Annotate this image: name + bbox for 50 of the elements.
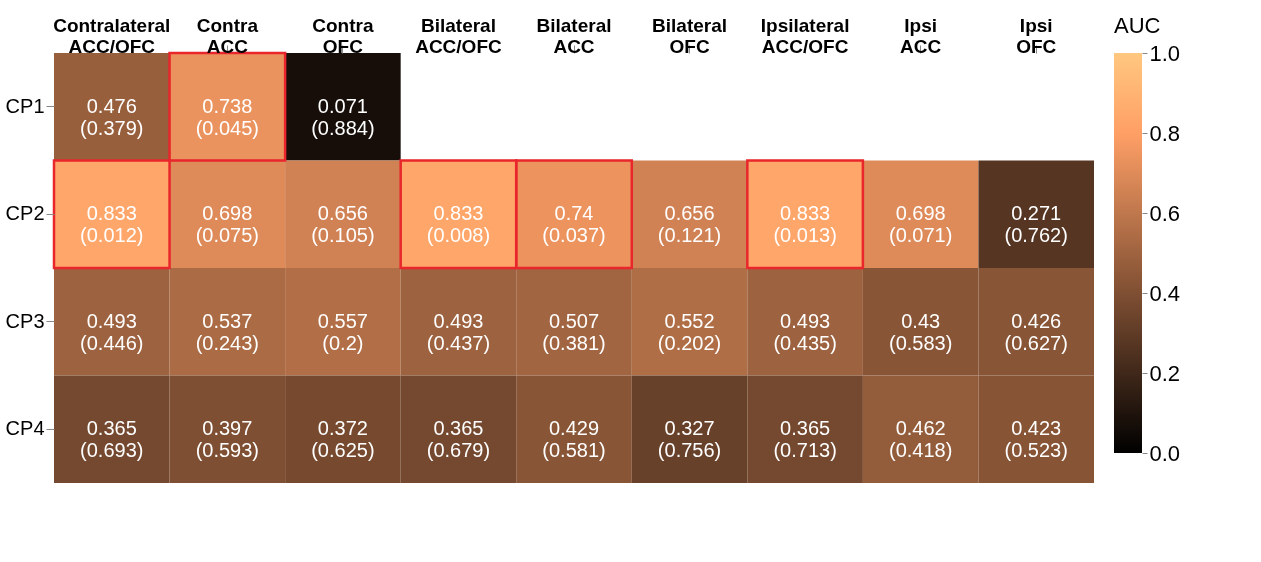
y-tick-label: CP2 xyxy=(5,202,45,225)
data-label: 0.429 (0.581) xyxy=(542,417,606,462)
y-tick-label: CP3 xyxy=(5,309,45,332)
data-label: 0.43 (0.583) xyxy=(888,309,953,354)
data-label: 0.833 (0.012) xyxy=(80,202,144,247)
data-label: 0.493 (0.446) xyxy=(80,309,144,354)
x-tick-label: Contra OFC xyxy=(312,14,374,57)
data-label: 0.271 (0.762) xyxy=(1004,202,1068,247)
color-bar-label: 0.0 xyxy=(1149,440,1181,466)
data-label: 0.74 (0.037) xyxy=(542,202,606,247)
data-label: 0.493 (0.435) xyxy=(773,309,837,354)
data-label: 0.365 (0.679) xyxy=(426,417,491,462)
data-label: 0.476 (0.379) xyxy=(80,94,144,139)
data-label: 0.397 (0.593) xyxy=(195,417,260,462)
data-label: 0.423 (0.523) xyxy=(1004,417,1068,462)
x-tick-label: Bilateral OFC xyxy=(652,14,728,57)
data-label: 0.426 (0.627) xyxy=(1004,309,1068,354)
data-label: 0.365 (0.713) xyxy=(773,417,837,462)
data-label: 0.365 (0.693) xyxy=(80,417,144,462)
data-label: 0.372 (0.625) xyxy=(311,417,375,462)
x-tick-label: Contra ACC xyxy=(196,14,259,57)
data-label: 0.537 (0.243) xyxy=(195,309,260,354)
x-tick-label: Ipsi ACC xyxy=(900,14,942,57)
data-label: 0.507 (0.381) xyxy=(542,309,606,354)
data-label: 0.738 (0.045) xyxy=(195,94,260,139)
data-label: 0.462 (0.418) xyxy=(888,417,953,462)
data-label: 0.656 (0.105) xyxy=(311,202,375,247)
data-label: 0.327 (0.756) xyxy=(657,417,722,462)
x-tick-label: Bilateral ACC xyxy=(536,14,612,57)
y-tick-label: CP1 xyxy=(5,94,45,117)
x-tick-label: Ipsi OFC xyxy=(1016,14,1057,57)
x-tick-label: Ipsilateral ACC/OFC xyxy=(760,14,850,57)
data-label: 0.656 (0.121) xyxy=(657,202,722,247)
color-bar-label: 0.4 xyxy=(1149,280,1181,306)
color-bar-title: AUC xyxy=(1114,13,1161,38)
data-label: 0.698 (0.071) xyxy=(888,202,953,247)
data-label: 0.493 (0.437) xyxy=(426,309,491,354)
y-tick-label: CP4 xyxy=(5,417,45,440)
x-tick-label: Bilateral ACC/OFC xyxy=(415,14,502,57)
data-label: 0.698 (0.075) xyxy=(195,202,260,247)
color-bar-label: 0.6 xyxy=(1149,200,1181,226)
color-bar-label: 0.8 xyxy=(1149,120,1181,146)
data-label: 0.552 (0.202) xyxy=(657,309,722,354)
data-label: 0.833 (0.008) xyxy=(426,202,491,247)
data-label: 0.557 (0.2) xyxy=(317,309,368,354)
x-tick-label: Contralateral ACC/OFC xyxy=(53,14,171,57)
color-bar-label: 1.0 xyxy=(1149,40,1181,66)
data-label: 0.833 (0.013) xyxy=(773,202,837,247)
data-label: 0.071 (0.884) xyxy=(311,94,375,139)
color-bar-label: 0.2 xyxy=(1149,360,1181,386)
